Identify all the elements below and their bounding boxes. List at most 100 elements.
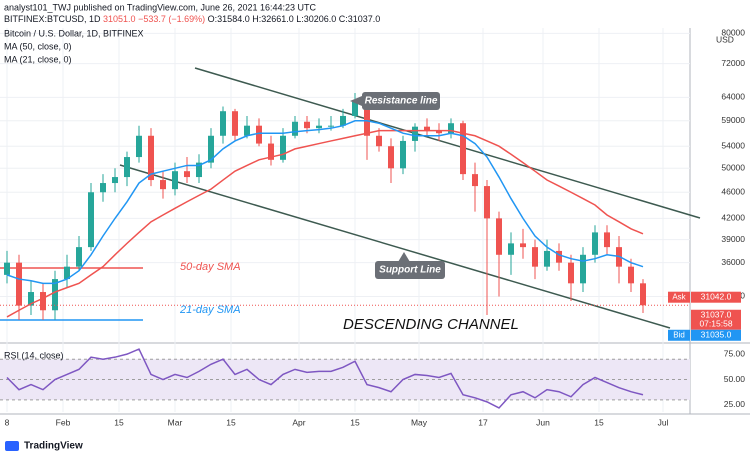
candle-body xyxy=(556,250,562,263)
price-label: 31037.0 xyxy=(701,310,732,320)
channel-label: DESCENDING CHANNEL xyxy=(343,316,519,333)
footer: TradingView xyxy=(5,441,83,452)
logo xyxy=(5,441,19,451)
candle-body xyxy=(448,123,454,134)
price-tag: Ask xyxy=(672,292,686,301)
x-tick-label: 17 xyxy=(478,417,488,427)
rsi-legend: RSI (14, close) xyxy=(4,350,64,360)
candle-body xyxy=(340,115,346,126)
x-tick-label: 15 xyxy=(350,417,360,427)
rsi-tick-label: 25.00 xyxy=(724,399,746,409)
candle-body xyxy=(172,171,178,190)
candle-body xyxy=(628,266,634,284)
candle-body xyxy=(208,135,214,163)
callout-box xyxy=(362,92,440,110)
candle-body xyxy=(184,171,190,178)
y-tick-label: 36000 xyxy=(721,257,745,267)
candle-body xyxy=(496,218,502,255)
candle-body xyxy=(196,162,202,178)
candle-body xyxy=(64,266,70,280)
support-label: Support Line xyxy=(379,265,441,276)
rsi-line xyxy=(6,348,644,409)
y-tick-label: 59000 xyxy=(721,115,745,125)
resistance-label: Resistance line xyxy=(365,96,438,107)
rsi-tick-label: 75.00 xyxy=(724,348,746,358)
candle-body xyxy=(148,135,154,181)
candle-body xyxy=(304,121,310,129)
candle-body xyxy=(412,126,418,141)
x-tick-label: Mar xyxy=(168,417,183,427)
header-bg xyxy=(0,0,690,26)
candle-body xyxy=(40,292,46,311)
candle-body xyxy=(316,125,322,129)
legend-ma50: MA (50, close, 0) xyxy=(4,41,72,51)
x-tick-label: 15 xyxy=(114,417,124,427)
change: −533.7 (−1.69%) xyxy=(138,14,205,24)
candle-body xyxy=(460,123,466,175)
ma-line xyxy=(6,129,644,318)
callout-arrow xyxy=(398,252,410,262)
candle-body xyxy=(124,157,130,178)
price-label: 31042.0 xyxy=(701,291,732,301)
x-tick-label: Jul xyxy=(658,417,669,427)
candle-body xyxy=(376,135,382,147)
y-tick-label: 54000 xyxy=(721,140,745,150)
price-label-box xyxy=(691,291,741,303)
candle-body xyxy=(244,125,250,136)
symbol-line: BITFINEX:BTCUSD, 1D 31051.0 −533.7 (−1.6… xyxy=(4,14,380,24)
ma-line xyxy=(6,120,644,285)
callout-box xyxy=(375,261,445,279)
price-label-box xyxy=(691,309,741,330)
x-tick-label: 15 xyxy=(594,417,604,427)
price-label: 31035.0 xyxy=(701,330,732,340)
sma21-label: 21-day SMA xyxy=(179,304,241,316)
x-tick-label: Jun xyxy=(536,417,550,427)
candle-body xyxy=(280,135,286,160)
x-tick-label: May xyxy=(411,417,428,427)
candle-body xyxy=(436,130,442,134)
callout-arrow xyxy=(350,96,362,106)
candle-body xyxy=(268,143,274,160)
candle-body xyxy=(28,292,34,306)
candle-body xyxy=(640,283,646,306)
candle-body xyxy=(400,140,406,169)
candle-body xyxy=(364,101,370,136)
support-callout: Support Line xyxy=(375,252,445,279)
candle-body xyxy=(508,243,514,255)
candle-body xyxy=(484,186,490,219)
x-tick-label: Feb xyxy=(56,417,71,427)
candle-body xyxy=(100,183,106,193)
y-tick-label: 46000 xyxy=(721,187,745,197)
candle-body xyxy=(604,232,610,248)
x-tick-label: Apr xyxy=(292,417,305,427)
ohlc: O:31584.0 H:32661.0 L:30206.0 C:31037.0 xyxy=(208,14,381,24)
last-price: 31051.0 xyxy=(103,14,136,24)
candle-body xyxy=(472,174,478,187)
channel-lower xyxy=(119,164,671,329)
byline: analyst101_TWJ published on TradingView.… xyxy=(4,2,317,12)
resistance-callout: Resistance line xyxy=(350,92,440,110)
channel-upper xyxy=(194,67,701,219)
currency: USD xyxy=(716,34,734,44)
x-tick-label: 8 xyxy=(5,417,10,427)
y-tick-label: 72000 xyxy=(721,58,745,68)
candle-body xyxy=(532,247,538,267)
candle-body xyxy=(76,247,82,267)
candle-body xyxy=(112,177,118,184)
candle-body xyxy=(136,135,142,158)
candle-body xyxy=(520,243,526,248)
tag-box xyxy=(668,291,690,303)
candle-body xyxy=(52,279,58,311)
candle-body xyxy=(160,180,166,190)
candle-body xyxy=(568,262,574,284)
y-tick-label: 80000 xyxy=(721,28,745,38)
candle-body xyxy=(424,126,430,131)
symbol: BITFINEX:BTCUSD, 1D xyxy=(4,14,101,24)
price-label-box xyxy=(691,329,741,341)
candle-body xyxy=(220,111,226,136)
x-tick-label: 15 xyxy=(226,417,236,427)
candle-body xyxy=(352,101,358,116)
rsi-tick-label: 50.00 xyxy=(724,374,746,384)
chart-title: Bitcoin / U.S. Dollar, 1D, BITFINEX xyxy=(4,28,144,38)
